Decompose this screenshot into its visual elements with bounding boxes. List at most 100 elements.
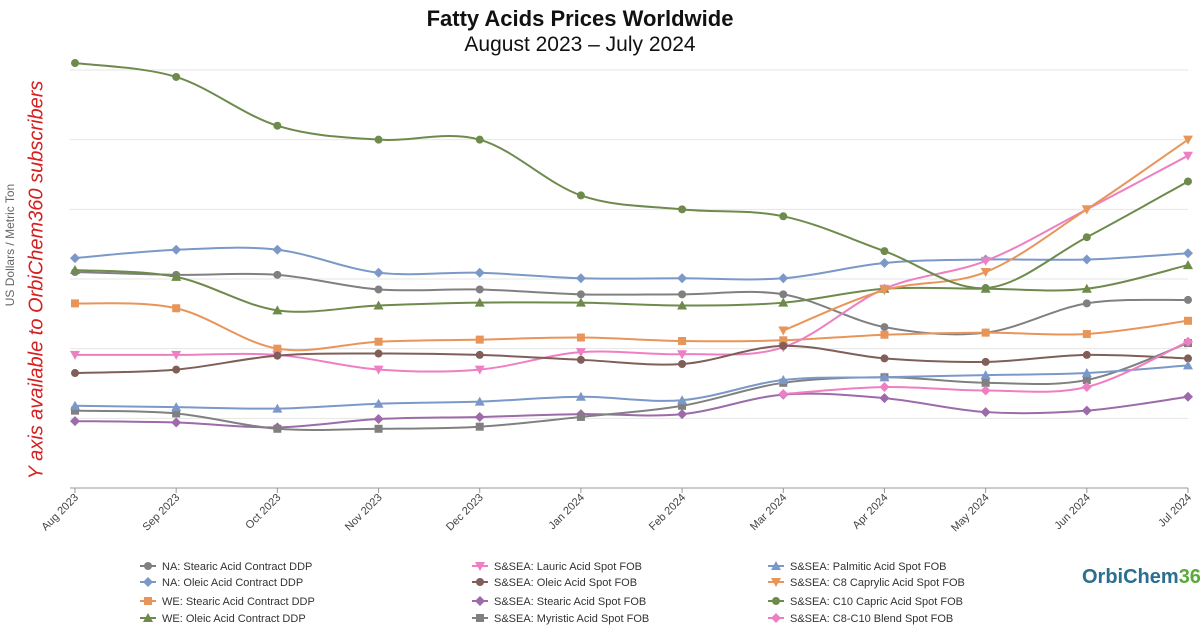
data-point bbox=[475, 422, 484, 431]
data-point bbox=[171, 417, 182, 428]
x-axis bbox=[70, 487, 1189, 493]
series-line bbox=[74, 344, 1189, 375]
legend-label: WE: Oleic Acid Contract DDP bbox=[162, 613, 306, 625]
data-point bbox=[678, 359, 687, 368]
data-point bbox=[373, 267, 384, 278]
subscriber-note: Y axis available to OrbiChem360 subscrib… bbox=[25, 80, 48, 480]
data-point bbox=[980, 268, 991, 278]
legend-item[interactable]: S&SEA: C8 Caprylic Acid Spot FOB bbox=[768, 577, 965, 589]
x-tick-label: Apr 2024 bbox=[851, 492, 891, 532]
data-point bbox=[475, 135, 484, 144]
data-point bbox=[576, 333, 585, 342]
legend-item[interactable]: WE: Oleic Acid Contract DDP bbox=[140, 613, 306, 625]
legend-marker bbox=[144, 597, 152, 605]
data-point bbox=[1183, 248, 1193, 259]
data-point bbox=[981, 328, 990, 337]
data-point bbox=[779, 336, 788, 345]
legend-item[interactable]: S&SEA: Myristic Acid Spot FOB bbox=[472, 613, 649, 625]
legend: NA: Stearic Acid Contract DDP NA: Oleic A… bbox=[140, 561, 965, 625]
legend-marker bbox=[476, 578, 484, 586]
x-tick-label: Oct 2023 bbox=[243, 492, 283, 532]
data-point bbox=[879, 372, 890, 382]
data-point bbox=[575, 297, 586, 307]
legend-item[interactable]: S&SEA: Oleic Acid Spot FOB bbox=[472, 577, 637, 589]
legend-marker bbox=[144, 562, 152, 570]
data-point bbox=[374, 135, 383, 144]
data-point bbox=[575, 273, 586, 284]
data-point bbox=[980, 407, 991, 418]
legend-label: S&SEA: Oleic Acid Spot FOB bbox=[494, 577, 637, 589]
data-point bbox=[1184, 354, 1192, 363]
data-point bbox=[1081, 381, 1092, 392]
series-line bbox=[74, 62, 1189, 290]
legend-label: S&SEA: Palmitic Acid Spot FOB bbox=[790, 561, 947, 573]
data-point bbox=[677, 395, 688, 405]
data-point bbox=[575, 391, 586, 401]
x-tick-label: Jan 2024 bbox=[547, 492, 587, 532]
data-point bbox=[273, 344, 282, 353]
data-point bbox=[1082, 350, 1091, 359]
data-point bbox=[172, 365, 181, 374]
data-point bbox=[172, 72, 181, 81]
legend-item[interactable]: S&SEA: C10 Capric Acid Spot FOB bbox=[768, 596, 963, 608]
data-point bbox=[678, 205, 687, 214]
series-line bbox=[74, 364, 1189, 410]
legend-marker bbox=[771, 561, 781, 570]
legend-label: S&SEA: Stearic Acid Spot FOB bbox=[494, 596, 646, 608]
data-point bbox=[475, 335, 484, 344]
x-tick-label: Jun 2024 bbox=[1052, 492, 1092, 532]
data-point bbox=[1082, 376, 1091, 385]
data-point bbox=[273, 351, 282, 360]
data-point bbox=[71, 299, 79, 308]
orbichem-logo: OrbiChem360 bbox=[1082, 566, 1200, 589]
data-point bbox=[980, 256, 991, 266]
data-point bbox=[576, 355, 585, 364]
data-point bbox=[474, 411, 485, 422]
data-point bbox=[1082, 299, 1091, 308]
legend-item[interactable]: WE: Stearic Acid Contract DDP bbox=[140, 596, 315, 608]
data-point bbox=[778, 326, 789, 336]
legend-label: NA: Stearic Acid Contract DDP bbox=[162, 561, 312, 573]
legend-item[interactable]: S&SEA: C8-C10 Blend Spot FOB bbox=[768, 613, 953, 625]
legend-marker bbox=[772, 597, 780, 605]
series-group bbox=[70, 260, 1193, 315]
legend-item[interactable]: NA: Stearic Acid Contract DDP bbox=[140, 561, 312, 573]
data-point bbox=[172, 409, 181, 418]
data-point bbox=[779, 212, 788, 221]
data-point bbox=[678, 290, 687, 299]
data-point bbox=[373, 365, 384, 375]
legend-item[interactable]: S&SEA: Stearic Acid Spot FOB bbox=[472, 596, 646, 608]
x-tick-label: Mar 2024 bbox=[748, 492, 789, 533]
data-point bbox=[171, 402, 182, 412]
data-point bbox=[880, 354, 889, 363]
legend-marker bbox=[143, 577, 153, 587]
legend-item[interactable]: NA: Oleic Acid Contract DDP bbox=[140, 577, 303, 589]
legend-item[interactable]: S&SEA: Palmitic Acid Spot FOB bbox=[768, 561, 947, 573]
data-point bbox=[70, 400, 80, 410]
data-point bbox=[576, 290, 585, 299]
data-point bbox=[1081, 283, 1092, 293]
data-point bbox=[373, 300, 384, 310]
data-point bbox=[1184, 177, 1192, 186]
data-point bbox=[1183, 360, 1193, 370]
data-point bbox=[778, 375, 789, 385]
data-point bbox=[1082, 233, 1091, 242]
data-point bbox=[70, 350, 80, 360]
data-point bbox=[576, 191, 585, 200]
series-group bbox=[70, 151, 1193, 375]
data-point bbox=[272, 403, 283, 413]
x-tick-label: May 2024 bbox=[949, 492, 992, 535]
legend-label: NA: Oleic Acid Contract DDP bbox=[162, 577, 303, 589]
data-point bbox=[576, 412, 585, 421]
series-lines bbox=[70, 59, 1193, 433]
data-point bbox=[1081, 368, 1092, 378]
data-point bbox=[474, 365, 485, 375]
series-line bbox=[74, 302, 1189, 352]
data-point bbox=[1183, 336, 1193, 347]
data-point bbox=[475, 285, 484, 294]
data-point bbox=[677, 409, 688, 420]
data-point bbox=[71, 369, 79, 378]
legend-item[interactable]: S&SEA: Lauric Acid Spot FOB bbox=[472, 561, 642, 573]
logo-number: 360 bbox=[1178, 566, 1200, 588]
data-point bbox=[1081, 205, 1092, 215]
